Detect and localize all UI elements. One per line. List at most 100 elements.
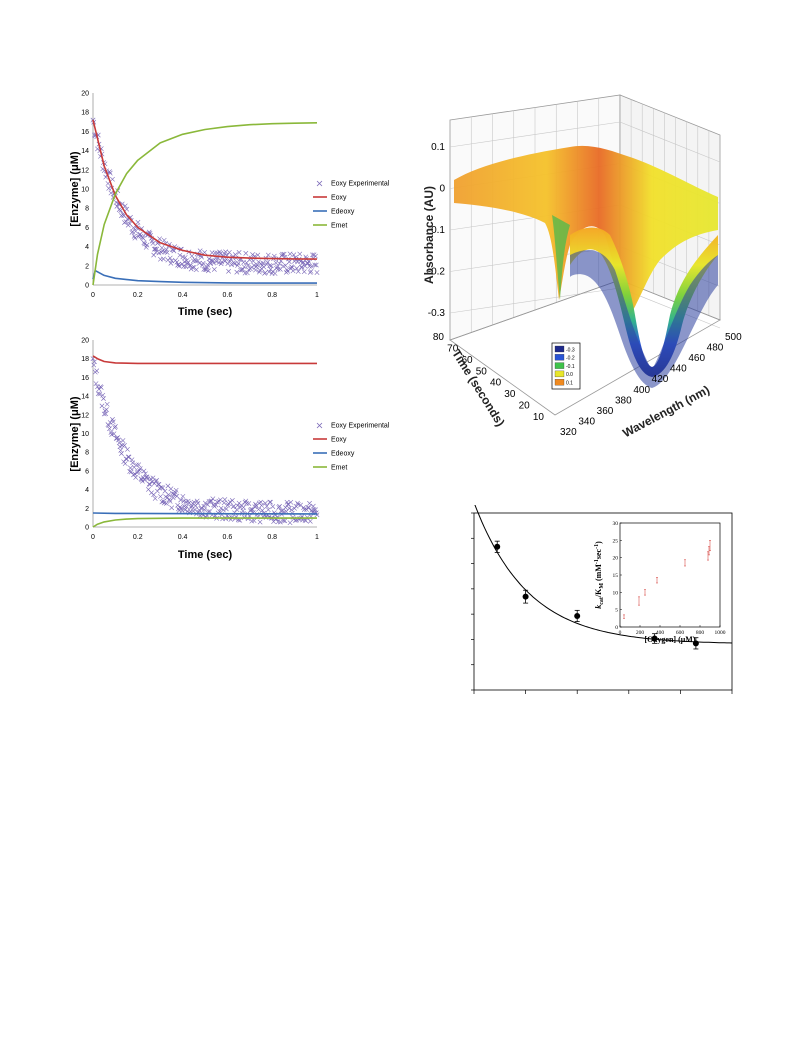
data-marker (286, 505, 292, 511)
surface-narrow-dip (552, 215, 570, 300)
z-ticks-3d: 0.1 0 -0.1 -0.2 -0.3 (428, 142, 446, 319)
data-marker (154, 246, 160, 252)
data-marker (95, 391, 101, 397)
data-marker (265, 507, 271, 513)
legend-swatch (316, 422, 323, 429)
data-marker (131, 225, 136, 231)
data-marker (253, 264, 259, 269)
data-marker (295, 500, 300, 506)
main-points (494, 540, 699, 650)
inset-x-tick-label: 800 (696, 630, 705, 636)
x-axis-label: Time (sec) (178, 549, 233, 561)
y-tick-label: 10 (81, 431, 89, 438)
data-marker (244, 270, 250, 276)
data-marker (256, 506, 261, 512)
x-axis-ticks-2: 0 0.2 0.4 0.6 0.8 1 (91, 534, 319, 541)
inset-y-mid: /K (594, 588, 603, 598)
wavelength-tick-label: 360 (597, 406, 614, 417)
data-marker (170, 495, 176, 501)
data-marker (118, 208, 124, 213)
data-marker (155, 488, 160, 494)
data-marker (125, 446, 130, 452)
data-marker (235, 261, 241, 266)
z-tick-label: 0 (439, 184, 445, 195)
z-tick-label: -0.3 (428, 308, 446, 319)
data-marker (166, 492, 172, 498)
data-marker (136, 233, 142, 239)
inset-frame (619, 522, 721, 628)
data-marker (284, 267, 290, 273)
inset-y-tick-label: 30 (613, 521, 619, 527)
z-tick-label: -0.2 (428, 267, 446, 278)
surface-top (454, 145, 718, 315)
y-tick-label: 16 (81, 129, 89, 136)
y-axis-ticks-1: 0 2 4 6 8 10 12 14 16 18 20 (81, 91, 89, 290)
z-axis-label: Absorbance (AU) (422, 186, 436, 284)
data-marker (300, 260, 306, 265)
data-marker (128, 465, 133, 471)
data-marker (241, 504, 246, 510)
data-marker (232, 261, 238, 267)
data-marker (282, 518, 288, 524)
data-marker (229, 498, 235, 503)
data-marker (101, 411, 107, 417)
enzyme-kinetics-chart-2: 0 2 4 6 8 10 12 14 16 18 20 0 0.2 0.4 0.6 0.8 1 Time (s… (70, 338, 390, 562)
time-tick-label: 10 (533, 412, 545, 423)
data-marker (255, 252, 261, 258)
inset-ticks: 0 200 400 600 800 1000 0 5 10 15 20 25 30 (613, 521, 726, 636)
data-marker (295, 269, 301, 274)
markers-series-1 (90, 117, 320, 276)
data-marker (128, 214, 133, 220)
y-tick-label: 20 (81, 91, 89, 98)
legend-label: Eoxy (331, 195, 347, 202)
legend-swatch (554, 345, 565, 353)
data-marker (104, 407, 109, 413)
data-marker (140, 235, 146, 241)
data-marker (134, 462, 139, 468)
data-point (522, 593, 529, 600)
data-marker (308, 268, 314, 274)
data-marker (267, 499, 273, 505)
data-marker (305, 260, 311, 266)
data-marker (220, 507, 226, 513)
data-marker (169, 490, 175, 496)
line-series-1 (92, 119, 318, 286)
data-marker (164, 250, 170, 255)
data-marker (313, 253, 318, 259)
x-axis-label: Time (sec) (178, 306, 233, 318)
y-tick-label: 4 (85, 487, 89, 494)
data-marker (116, 437, 121, 443)
data-marker (189, 253, 195, 259)
data-marker (113, 423, 118, 429)
data-marker (217, 497, 223, 503)
y-tick-label: 12 (81, 412, 89, 419)
data-marker (247, 508, 253, 514)
data-marker (265, 252, 271, 258)
data-marker (242, 499, 248, 505)
data-marker (259, 266, 264, 272)
data-marker (279, 253, 285, 258)
data-marker (179, 508, 185, 513)
legend-label: Eoxy (331, 437, 347, 444)
y-tick-label: 18 (81, 110, 89, 117)
data-marker (182, 507, 188, 513)
data-marker (226, 249, 232, 255)
data-marker (164, 495, 170, 501)
data-marker (132, 235, 138, 241)
x-tick-label: 0.6 (223, 534, 233, 541)
data-marker (177, 252, 183, 258)
wavelength-tick-label: 480 (707, 343, 724, 354)
data-marker (157, 236, 163, 242)
time-tick-label: 20 (519, 401, 531, 412)
data-marker (135, 469, 141, 474)
data-marker (292, 505, 297, 511)
data-marker (262, 500, 268, 506)
data-marker (110, 419, 116, 425)
data-marker (167, 498, 173, 504)
data-marker (190, 265, 196, 270)
data-marker (167, 255, 173, 261)
data-marker (254, 262, 260, 268)
y-tick-label: 18 (81, 356, 89, 363)
data-marker (305, 505, 311, 510)
data-marker (268, 263, 274, 269)
